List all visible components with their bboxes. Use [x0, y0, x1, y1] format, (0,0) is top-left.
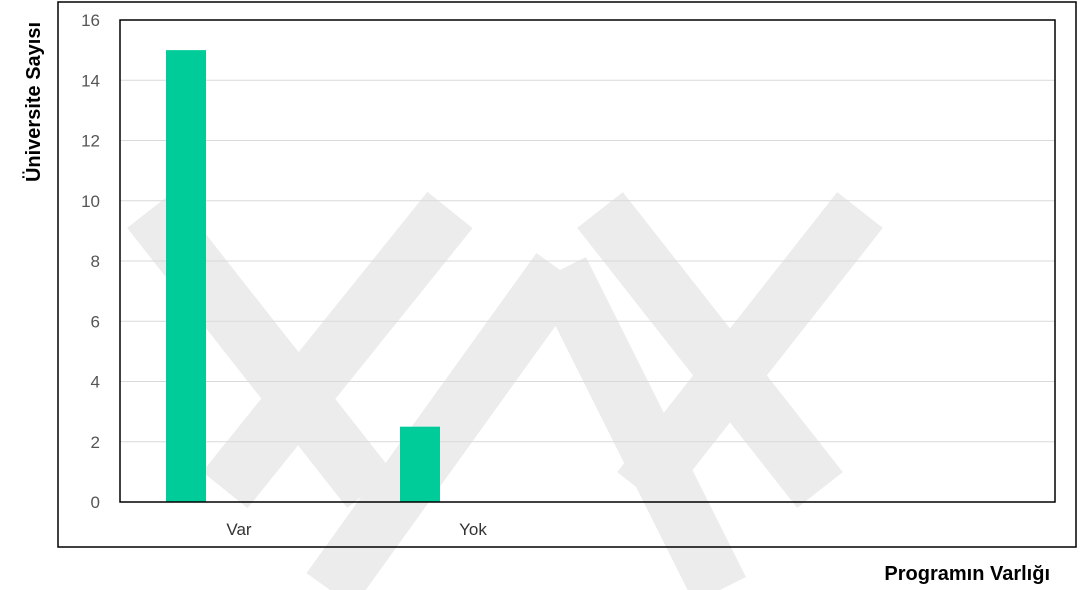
watermark-logo — [127, 191, 883, 590]
bar-yok — [400, 426, 440, 502]
y-tick-label: 6 — [91, 312, 100, 331]
y-tick-label: 16 — [81, 11, 100, 30]
x-axis-label: Programın Varlığı — [884, 563, 1050, 585]
bar-var — [166, 50, 206, 502]
chart-outer-border — [57, 1, 1077, 548]
x-tick-label: Var — [226, 520, 252, 539]
y-tick-label: 4 — [91, 373, 100, 392]
x-tick-labels: Var Yok — [226, 520, 487, 539]
y-tick-label: 12 — [81, 132, 100, 151]
y-axis-label: Üniversite Sayısı — [22, 22, 45, 182]
y-tick-label: 2 — [91, 433, 100, 452]
bars — [166, 50, 440, 502]
y-tick-label: 10 — [81, 192, 100, 211]
y-tick-label: 8 — [91, 252, 100, 271]
plot-area-border — [119, 19, 1056, 503]
gridlines — [120, 79, 1055, 443]
y-tick-labels: 0 2 4 6 8 10 12 14 16 — [81, 11, 100, 512]
x-tick-label: Yok — [459, 520, 487, 539]
y-tick-label: 14 — [81, 71, 100, 90]
y-tick-label: 0 — [91, 493, 100, 512]
